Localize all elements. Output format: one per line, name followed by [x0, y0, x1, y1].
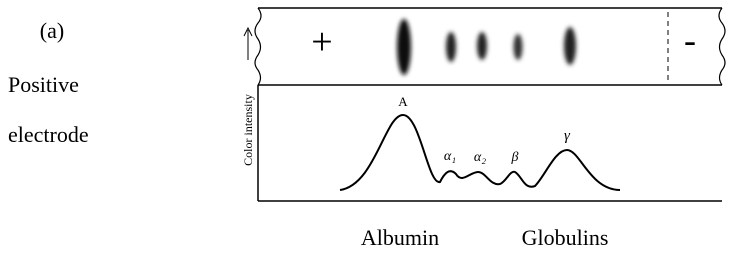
figure: (a) Positive electrode + - Color intensi…: [0, 0, 734, 253]
negative-sign: -: [684, 20, 696, 60]
side-text: electrode: [8, 122, 89, 147]
peak-label: α₂: [474, 150, 486, 165]
bottom-label: Albumin: [361, 225, 439, 250]
axis-arrow: [244, 28, 252, 60]
peak-label: γ: [564, 128, 571, 144]
profile-plot: [258, 85, 722, 201]
axis-label: Color intensity: [241, 94, 255, 166]
peak-label: A: [398, 94, 408, 109]
side-text: Positive: [8, 72, 79, 97]
panel-label: (a): [40, 18, 64, 43]
peak-label: β: [511, 150, 519, 165]
bottom-label: Globulins: [522, 225, 609, 250]
positive-sign: +: [311, 21, 332, 63]
peak-label: α₁: [444, 149, 456, 164]
